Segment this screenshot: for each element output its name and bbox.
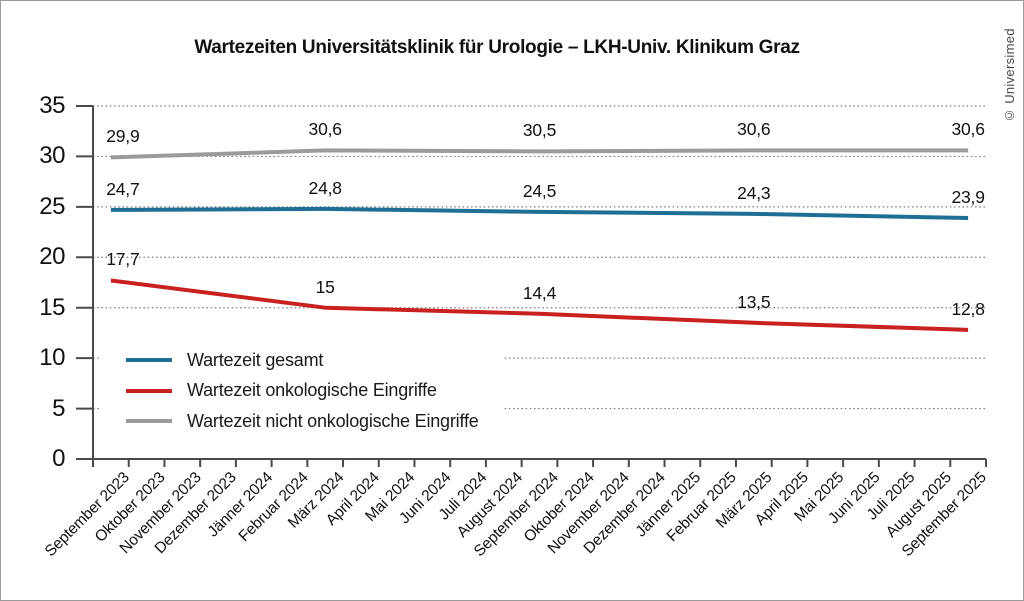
chart-legend: Wartezeit gesamt Wartezeit onkologische E…: [101, 342, 503, 441]
legend-item-1: Wartezeit onkologische Eingriffe: [126, 377, 503, 405]
legend-label: Wartezeit onkologische Eingriffe: [187, 380, 437, 400]
chart-title: Wartezeiten Universitätsklinik für Urolo…: [194, 37, 800, 58]
legend-line-swatch: [126, 419, 172, 423]
legend-item-2: Wartezeit nicht onkologische Eingriffe: [126, 407, 503, 435]
series-line-2: [110, 148, 969, 160]
legend-line-swatch: [126, 388, 172, 393]
series-line-1: [110, 278, 969, 332]
legend-line-swatch: [126, 358, 172, 362]
series-line-0: [110, 206, 969, 220]
legend-label: Wartezeit nicht onkologische Eingriffe: [187, 410, 479, 431]
legend-label: Wartezeit gesamt: [187, 349, 324, 370]
legend-item-0: Wartezeit gesamt: [126, 346, 503, 374]
